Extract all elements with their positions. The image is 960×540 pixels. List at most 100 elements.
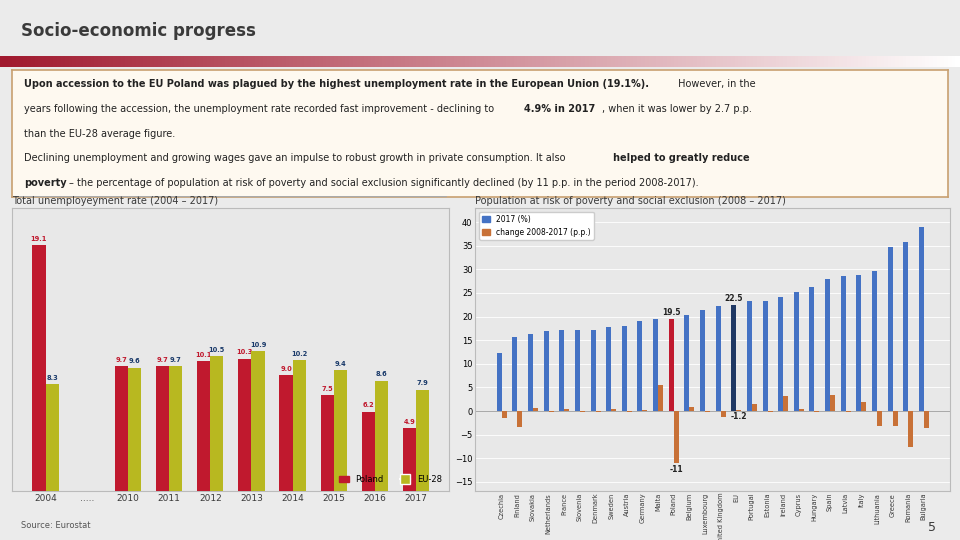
- Text: Socio-economic progress: Socio-economic progress: [21, 22, 256, 40]
- Bar: [293, 360, 306, 491]
- Text: 9.0: 9.0: [280, 366, 292, 372]
- Text: 9.7: 9.7: [115, 357, 127, 363]
- Bar: [549, 411, 554, 413]
- Bar: [783, 396, 788, 411]
- Bar: [799, 409, 804, 411]
- Bar: [210, 356, 224, 491]
- Text: helped to greatly reduce: helped to greatly reduce: [613, 153, 750, 163]
- Bar: [876, 411, 882, 426]
- Bar: [779, 297, 783, 411]
- Text: 8.3: 8.3: [46, 375, 58, 381]
- Bar: [543, 330, 549, 411]
- Bar: [564, 409, 569, 411]
- Text: 10.5: 10.5: [208, 347, 225, 353]
- Bar: [659, 385, 663, 411]
- Bar: [841, 276, 846, 411]
- Text: 8.6: 8.6: [375, 372, 388, 377]
- Text: However, in the: However, in the: [675, 79, 756, 89]
- Text: Population at risk of poverty and social exclusion (2008 – 2017): Population at risk of poverty and social…: [475, 195, 786, 206]
- Text: 10.2: 10.2: [291, 351, 307, 357]
- Bar: [114, 367, 128, 491]
- Bar: [809, 287, 814, 411]
- Text: 7.5: 7.5: [322, 386, 333, 392]
- Bar: [721, 411, 726, 417]
- Text: 19.5: 19.5: [662, 308, 681, 317]
- Bar: [321, 395, 334, 491]
- Bar: [825, 279, 830, 411]
- Bar: [417, 389, 429, 491]
- Text: poverty: poverty: [24, 178, 66, 188]
- Text: , when it was lower by 2.7 p.p.: , when it was lower by 2.7 p.p.: [602, 104, 752, 114]
- Text: 9.6: 9.6: [129, 359, 140, 364]
- Bar: [497, 354, 502, 411]
- Text: – the percentage of population at risk of poverty and social exclusion significa: – the percentage of population at risk o…: [69, 178, 698, 188]
- Bar: [888, 247, 893, 411]
- Legend: 2017 (%), change 2008-2017 (p.p.): 2017 (%), change 2008-2017 (p.p.): [479, 212, 593, 240]
- Bar: [45, 384, 59, 491]
- Bar: [736, 410, 741, 411]
- Text: -1.2: -1.2: [731, 411, 747, 421]
- Text: 4.9% in 2017: 4.9% in 2017: [524, 104, 595, 114]
- Bar: [334, 370, 348, 491]
- Bar: [533, 408, 538, 411]
- Bar: [872, 271, 876, 411]
- Bar: [903, 242, 908, 411]
- Bar: [732, 305, 736, 411]
- Text: 10.3: 10.3: [237, 349, 253, 355]
- Text: 5: 5: [928, 521, 936, 534]
- Bar: [403, 428, 417, 491]
- Bar: [197, 361, 210, 491]
- Bar: [252, 351, 265, 491]
- Bar: [575, 330, 580, 411]
- Bar: [642, 410, 647, 411]
- Text: 10.1: 10.1: [196, 352, 212, 358]
- Bar: [622, 326, 627, 411]
- Text: years following the accession, the unemployment rate recorded fast improvement -: years following the accession, the unemp…: [24, 104, 497, 114]
- Text: Declining unemployment and growing wages gave an impulse to robust growth in pri: Declining unemployment and growing wages…: [24, 153, 568, 163]
- Bar: [606, 327, 612, 411]
- Bar: [502, 411, 507, 418]
- Bar: [700, 310, 705, 411]
- Bar: [169, 367, 182, 491]
- Bar: [794, 292, 799, 411]
- Bar: [33, 245, 45, 491]
- Bar: [279, 375, 293, 491]
- Text: 4.9: 4.9: [404, 419, 416, 425]
- Text: 10.9: 10.9: [250, 342, 266, 348]
- Bar: [156, 367, 169, 491]
- Bar: [684, 315, 689, 411]
- Bar: [893, 411, 898, 426]
- Bar: [856, 274, 861, 411]
- Bar: [375, 381, 388, 491]
- Text: 22.5: 22.5: [725, 294, 743, 303]
- Bar: [560, 330, 564, 411]
- Bar: [705, 411, 710, 412]
- Bar: [238, 359, 252, 491]
- Bar: [612, 409, 616, 411]
- Text: Total unemployeyment rate (2004 – 2017): Total unemployeyment rate (2004 – 2017): [12, 195, 219, 206]
- Bar: [861, 402, 866, 411]
- Bar: [637, 321, 642, 411]
- Legend: Poland, EU-28: Poland, EU-28: [335, 471, 445, 487]
- Text: 7.9: 7.9: [417, 380, 429, 387]
- Bar: [528, 334, 533, 411]
- Bar: [767, 411, 773, 412]
- Bar: [752, 404, 756, 411]
- Bar: [674, 411, 679, 463]
- Bar: [747, 301, 752, 411]
- Bar: [715, 306, 721, 411]
- Bar: [762, 300, 767, 411]
- Text: Source: Eurostat: Source: Eurostat: [21, 521, 90, 530]
- Bar: [595, 411, 601, 412]
- Bar: [689, 407, 694, 411]
- Bar: [814, 411, 820, 412]
- Bar: [830, 395, 835, 411]
- Bar: [669, 319, 674, 411]
- Bar: [919, 227, 924, 411]
- Text: 6.2: 6.2: [363, 402, 374, 408]
- Text: 9.4: 9.4: [335, 361, 347, 367]
- Bar: [128, 368, 141, 491]
- Text: 9.7: 9.7: [170, 357, 181, 363]
- Text: than the EU-28 average figure.: than the EU-28 average figure.: [24, 129, 175, 139]
- Text: 9.7: 9.7: [156, 357, 168, 363]
